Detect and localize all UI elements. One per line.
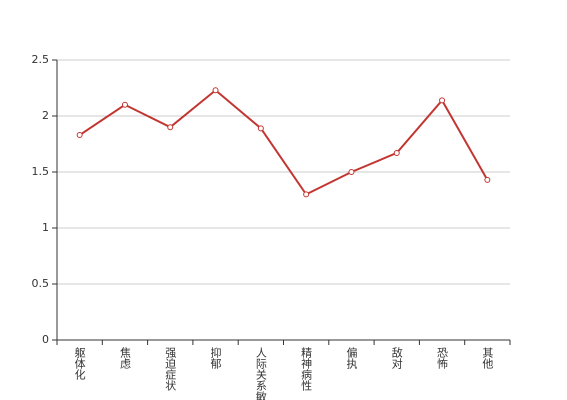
x-tick-label: 敌对 — [390, 346, 403, 369]
y-tick-label: 2.5 — [32, 53, 50, 66]
x-tick-label: 恐怖 — [436, 347, 449, 369]
x-tick-label: 人际关系敏感 — [254, 347, 267, 400]
x-tick-label: 躯体化 — [73, 347, 86, 381]
point — [76, 132, 83, 139]
point — [484, 176, 491, 183]
x-tick-label: 精神病性 — [300, 347, 313, 392]
point — [439, 97, 446, 104]
y-tick-label: 1.5 — [32, 165, 50, 178]
x-tick-label: 其他 — [481, 347, 494, 369]
point — [257, 125, 264, 132]
x-tick-label: 焦虑 — [118, 347, 131, 369]
y-tick-label: 0 — [42, 333, 49, 346]
point — [348, 169, 355, 175]
point — [212, 87, 219, 94]
x-tick-label: 偏执 — [345, 346, 358, 370]
y-tick-label: 2 — [42, 109, 49, 122]
y-tick-label: 1 — [42, 221, 49, 234]
point — [121, 101, 128, 108]
x-tick-label: 强迫症状 — [164, 347, 177, 391]
x-tick-label: 抑郁 — [209, 346, 222, 369]
point — [393, 149, 400, 156]
point — [303, 191, 310, 198]
point — [167, 124, 174, 131]
line — [79, 88, 489, 196]
y-tick-label: 0.5 — [32, 277, 50, 290]
